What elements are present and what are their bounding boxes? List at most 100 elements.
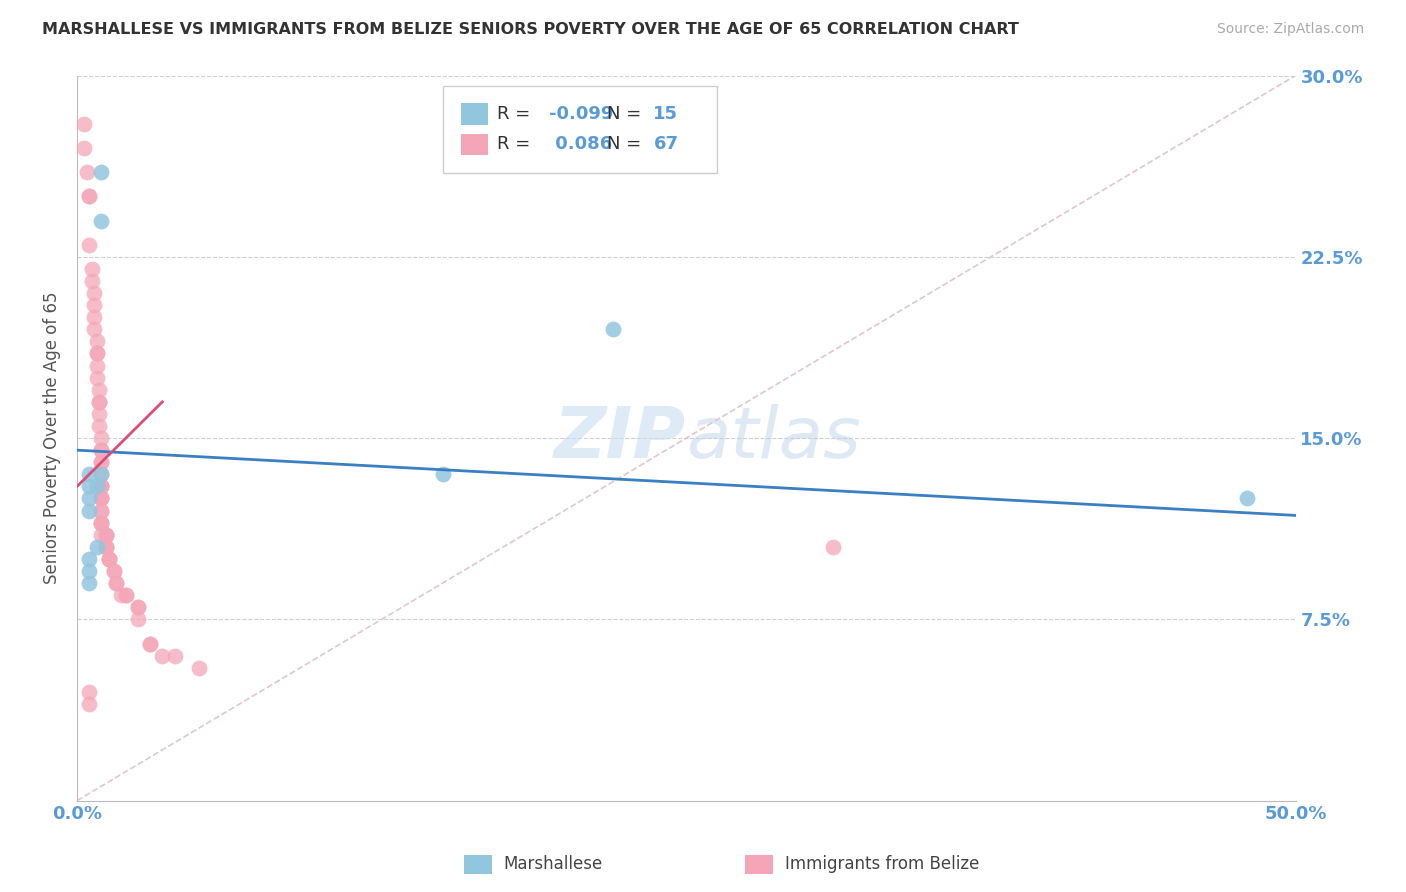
Point bbox=[90, 479, 112, 493]
Text: Source: ZipAtlas.com: Source: ZipAtlas.com bbox=[1216, 22, 1364, 37]
Point bbox=[86, 479, 108, 493]
Text: Marshallese: Marshallese bbox=[503, 855, 603, 873]
Point bbox=[76, 165, 98, 179]
Point bbox=[110, 588, 132, 602]
Point bbox=[139, 636, 162, 650]
Point bbox=[97, 552, 120, 566]
Point bbox=[97, 552, 120, 566]
Point bbox=[139, 636, 162, 650]
Point bbox=[96, 540, 118, 554]
Point bbox=[80, 261, 103, 276]
Point bbox=[77, 697, 100, 711]
Point bbox=[821, 540, 844, 554]
Point bbox=[90, 516, 112, 530]
Point bbox=[73, 141, 96, 155]
Point bbox=[90, 431, 112, 445]
Point bbox=[73, 117, 96, 131]
Point bbox=[83, 310, 105, 325]
Point bbox=[90, 516, 112, 530]
Point bbox=[96, 540, 118, 554]
Point bbox=[90, 479, 112, 493]
Point bbox=[83, 286, 105, 301]
Point bbox=[77, 503, 100, 517]
Point bbox=[150, 648, 173, 663]
Point bbox=[90, 503, 112, 517]
Point bbox=[86, 346, 108, 360]
Point bbox=[90, 516, 112, 530]
Text: atlas: atlas bbox=[686, 403, 860, 473]
Point bbox=[90, 165, 112, 179]
Point bbox=[96, 527, 118, 541]
Point bbox=[87, 407, 110, 421]
Point bbox=[77, 576, 100, 591]
Point bbox=[602, 322, 624, 336]
Point bbox=[90, 467, 112, 482]
Point bbox=[77, 491, 100, 506]
Point bbox=[90, 467, 112, 482]
Point bbox=[90, 479, 112, 493]
Point bbox=[1236, 491, 1258, 506]
Point bbox=[103, 564, 125, 578]
Point bbox=[86, 346, 108, 360]
Point bbox=[80, 274, 103, 288]
Point bbox=[187, 661, 209, 675]
Point bbox=[127, 600, 149, 615]
Point bbox=[86, 540, 108, 554]
Y-axis label: Seniors Poverty Over the Age of 65: Seniors Poverty Over the Age of 65 bbox=[44, 292, 60, 584]
Point bbox=[90, 443, 112, 458]
Point bbox=[83, 298, 105, 312]
Point bbox=[90, 491, 112, 506]
Point bbox=[87, 383, 110, 397]
Text: N =: N = bbox=[607, 105, 647, 123]
Point bbox=[432, 467, 454, 482]
Text: 67: 67 bbox=[654, 136, 679, 153]
Text: 0.086: 0.086 bbox=[548, 136, 612, 153]
Point bbox=[87, 394, 110, 409]
Text: R =: R = bbox=[498, 136, 537, 153]
Point bbox=[87, 394, 110, 409]
Text: R =: R = bbox=[498, 105, 537, 123]
Point bbox=[103, 564, 125, 578]
Point bbox=[77, 685, 100, 699]
Point bbox=[90, 491, 112, 506]
Point bbox=[77, 189, 100, 203]
Point bbox=[90, 213, 112, 227]
Point bbox=[86, 334, 108, 349]
Text: -0.099: -0.099 bbox=[548, 105, 613, 123]
Point bbox=[90, 527, 112, 541]
FancyBboxPatch shape bbox=[443, 87, 717, 173]
Point bbox=[86, 370, 108, 384]
Point bbox=[127, 612, 149, 626]
Point bbox=[90, 455, 112, 469]
Point bbox=[77, 564, 100, 578]
Point bbox=[96, 527, 118, 541]
Point bbox=[163, 648, 186, 663]
Point bbox=[90, 443, 112, 458]
Point bbox=[77, 479, 100, 493]
Point bbox=[97, 552, 120, 566]
Point bbox=[114, 588, 136, 602]
Point bbox=[77, 237, 100, 252]
Point bbox=[77, 467, 100, 482]
Text: ZIP: ZIP bbox=[554, 403, 686, 473]
Point bbox=[86, 359, 108, 373]
Bar bbox=[461, 134, 488, 155]
Point bbox=[90, 455, 112, 469]
Point bbox=[77, 189, 100, 203]
Text: 15: 15 bbox=[654, 105, 679, 123]
Point bbox=[90, 491, 112, 506]
Bar bbox=[461, 103, 488, 125]
Text: MARSHALLESE VS IMMIGRANTS FROM BELIZE SENIORS POVERTY OVER THE AGE OF 65 CORRELA: MARSHALLESE VS IMMIGRANTS FROM BELIZE SE… bbox=[42, 22, 1019, 37]
Point bbox=[77, 552, 100, 566]
Point bbox=[96, 540, 118, 554]
Point bbox=[127, 600, 149, 615]
Text: N =: N = bbox=[607, 136, 647, 153]
Point bbox=[114, 588, 136, 602]
Text: Immigrants from Belize: Immigrants from Belize bbox=[785, 855, 979, 873]
Point bbox=[96, 527, 118, 541]
Point bbox=[83, 322, 105, 336]
Point bbox=[105, 576, 128, 591]
Point bbox=[105, 576, 128, 591]
Point bbox=[87, 419, 110, 434]
Point bbox=[90, 503, 112, 517]
